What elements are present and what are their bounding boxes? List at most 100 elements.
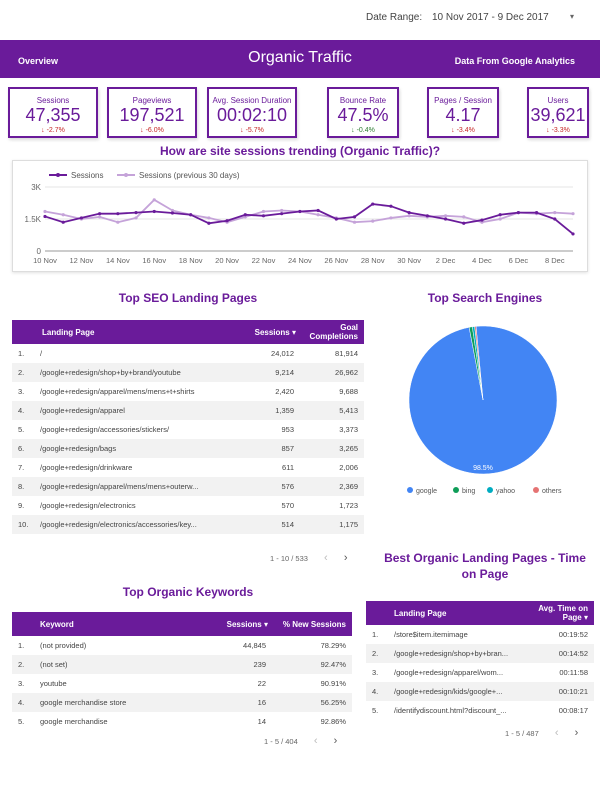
table-row[interactable]: 3. /google+redesign/apparel/wom... 00:11:5… — [366, 663, 594, 682]
kpi-delta-value: -5.7% — [245, 127, 264, 134]
chevron-left-icon[interactable]: ‹ — [313, 735, 318, 747]
table-cell: 2,369 — [300, 477, 364, 496]
table-cell: 4. — [12, 693, 34, 712]
table-cell: 7. — [18, 463, 25, 472]
column-header-landing-page[interactable]: Landing Page — [388, 601, 530, 625]
data-point — [189, 213, 193, 217]
sort-down-icon: ▾ — [583, 613, 588, 622]
table-cell: /google+redesign/accessories/stickers/ — [40, 425, 170, 434]
data-point — [534, 211, 539, 215]
kpi-delta-value: -0.4% — [356, 127, 375, 134]
table-row[interactable]: 7. /google+redesign/drinkware 611 2,006 — [12, 458, 364, 477]
data-point — [170, 208, 175, 213]
table-cell: 514 — [240, 515, 300, 534]
overview-link[interactable]: Overview — [18, 56, 59, 66]
table-cell: /google+redesign/apparel/mens/mens+t+shi… — [40, 387, 195, 396]
table-row[interactable]: 9. /google+redesign/electronics 570 1,723 — [12, 496, 364, 515]
table-row[interactable]: 1. / 24,012 81,914 — [12, 344, 364, 363]
table-row[interactable]: 5. /identifydiscount.html?discount_... 00:… — [366, 701, 594, 720]
table-cell: google merchandise store — [34, 693, 212, 712]
time-on-page-body: 1./store$item.itemimage 00:19:52 2./google… — [366, 625, 594, 720]
x-tick-label: 18 Nov — [179, 256, 203, 265]
table-row[interactable]: 5. google merchandise 14 92.86% — [12, 712, 352, 731]
table-row[interactable]: 4. google merchandise store 16 56.25% — [12, 693, 352, 712]
table-cell: /google+redesign/electronics — [40, 501, 136, 510]
table-row[interactable]: 10./google+redesign/electronics/accessor… — [12, 515, 364, 534]
table-cell: 3. — [18, 679, 25, 688]
keywords-title: Top Organic Keywords — [122, 585, 254, 599]
data-point — [443, 214, 448, 218]
kpi-delta: ↓ -0.4% — [329, 127, 397, 134]
legend-marker — [56, 173, 60, 177]
column-header-avg-time[interactable]: Avg. Time on Page ▾ — [530, 601, 594, 625]
table-row[interactable]: 8./google+redesign/apparel/mens/mens+out… — [12, 477, 364, 496]
kpi-delta: ↓ -3.4% — [429, 127, 497, 134]
chevron-right-icon[interactable]: › — [333, 735, 338, 747]
table-cell: 4. — [366, 682, 388, 701]
table-row[interactable]: 2./google+redesign/shop+by+brand/youtube… — [12, 363, 364, 382]
data-point — [516, 211, 520, 215]
table-row[interactable]: 4./google+redesign/apparel 1,359 5,413 — [12, 401, 364, 420]
table-row[interactable]: 3. /google+redesign/apparel/mens/mens+t+s… — [12, 382, 364, 401]
chevron-left-icon[interactable]: ‹ — [324, 552, 328, 564]
table-cell: (not provided) — [40, 641, 87, 650]
sort-down-icon: ▾ — [263, 619, 268, 629]
column-header-keyword[interactable]: Keyword — [34, 612, 212, 636]
column-header-goal-completions[interactable]: Goal Completions — [300, 320, 364, 344]
table-cell: 5,413 — [300, 401, 364, 420]
pager-range: 1 - 10 / 533 — [270, 554, 308, 563]
data-point — [225, 219, 229, 223]
table-cell: 26,962 — [300, 363, 364, 382]
kpi-label: Sessions — [36, 96, 70, 105]
data-point — [498, 217, 502, 221]
column-header-sessions[interactable]: Sessions ▾ — [212, 612, 272, 636]
chevron-right-icon[interactable]: › — [574, 727, 579, 739]
table-cell: 1,359 — [240, 401, 300, 420]
table-cell: 1,723 — [339, 501, 358, 510]
table-cell: google merchandise — [40, 717, 108, 726]
date-range-label: Date Range: — [366, 12, 423, 23]
table-cell: 92.86% — [320, 717, 346, 726]
table-cell: 3. — [18, 387, 25, 396]
data-point — [79, 216, 84, 220]
table-header-row: Keyword Sessions ▾ % New Sessions — [12, 612, 352, 636]
report-header: Overview Organic Traffic Data From Googl… — [0, 40, 600, 78]
legend-dot — [533, 487, 539, 493]
table-row[interactable]: 3. youtube 22 90.91% — [12, 674, 352, 693]
chevron-left-icon[interactable]: ‹ — [554, 727, 559, 739]
table-cell: 00:10:21 — [530, 682, 594, 701]
table-cell: /google+redesign/apparel — [34, 401, 240, 420]
date-range-picker[interactable]: 10 Nov 2017 - 9 Dec 2017 — [432, 12, 549, 23]
data-source-label: Data From Google Analytics — [454, 56, 575, 66]
data-point — [316, 213, 320, 217]
table-row[interactable]: 2. (not set) 239 92.47% — [12, 655, 352, 674]
data-point — [261, 214, 266, 218]
data-point — [61, 213, 65, 217]
table-row[interactable]: 2./google+redesign/shop+by+bran... 00:14:… — [366, 644, 594, 663]
table-cell: 2,006 — [339, 463, 358, 472]
sessions-trend-title: How are site sessions trending (Organic … — [159, 144, 441, 158]
kpi-label: Users — [547, 96, 569, 105]
page-title: Organic Traffic — [248, 49, 352, 66]
data-point — [134, 216, 138, 220]
data-point — [389, 216, 393, 220]
caret-down-icon[interactable]: ▾ — [570, 12, 575, 21]
chevron-right-icon[interactable]: › — [343, 552, 348, 564]
column-header-sessions[interactable]: Sessions ▾ — [240, 320, 300, 344]
table-row[interactable]: 1. (not provided) 44,845 78.29% — [12, 636, 352, 655]
line-chart-svg: 3K 1.5K 010 Nov 12 Nov 14 Nov 16 Nov 18 Nov 20 … — [25, 171, 575, 265]
table-row[interactable]: 4./google+redesign/kids/google+... 00:10:… — [366, 682, 594, 701]
column-header-landing-page[interactable]: Landing Page — [34, 320, 240, 344]
table-cell: 1. — [372, 630, 379, 639]
table-row[interactable]: 6./google+redesign/bags 857 3,265 — [12, 439, 364, 458]
table-row[interactable]: 5. /google+redesign/accessories/stickers/… — [12, 420, 364, 439]
table-cell: 2,420 — [275, 387, 294, 396]
kpi-card-avg-session-duration: Avg. Session Duration 00:02:10 ↓ -5.7% — [207, 87, 297, 138]
kpi-delta-value: -2.7% — [46, 127, 65, 134]
table-cell: 9,214 — [240, 363, 300, 382]
table-cell: 5. — [18, 425, 25, 434]
table-row[interactable]: 1. /store$item.itemimage 00:19:52 — [366, 625, 594, 644]
column-header-new-sessions[interactable]: % New Sessions — [272, 612, 352, 636]
data-point — [61, 220, 65, 224]
table-cell: 9. — [18, 501, 25, 510]
